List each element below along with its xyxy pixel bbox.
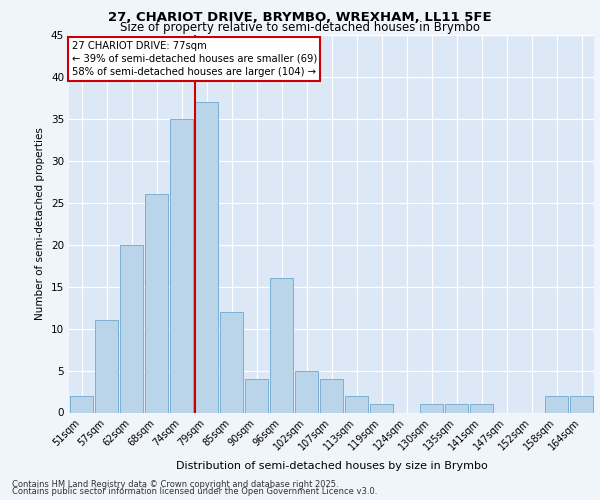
Bar [95,320,118,412]
Text: Contains HM Land Registry data © Crown copyright and database right 2025.: Contains HM Land Registry data © Crown c… [12,480,338,489]
Text: 27 CHARIOT DRIVE: 77sqm
← 39% of semi-detached houses are smaller (69)
58% of se: 27 CHARIOT DRIVE: 77sqm ← 39% of semi-de… [71,40,317,77]
Bar [170,119,193,412]
Text: Contains public sector information licensed under the Open Government Licence v3: Contains public sector information licen… [12,487,377,496]
Bar [70,396,93,412]
Bar [245,379,268,412]
Bar [370,404,393,412]
X-axis label: Distribution of semi-detached houses by size in Brymbo: Distribution of semi-detached houses by … [176,460,487,470]
Bar [145,194,168,412]
Bar [320,379,343,412]
Bar [195,102,218,412]
Bar [545,396,568,412]
Bar [270,278,293,412]
Bar [420,404,443,412]
Bar [470,404,493,412]
Y-axis label: Number of semi-detached properties: Number of semi-detached properties [35,128,46,320]
Bar [295,370,318,412]
Bar [220,312,243,412]
Text: Size of property relative to semi-detached houses in Brymbo: Size of property relative to semi-detach… [120,22,480,35]
Bar [345,396,368,412]
Bar [570,396,593,412]
Bar [120,244,143,412]
Bar [445,404,468,412]
Text: 27, CHARIOT DRIVE, BRYMBO, WREXHAM, LL11 5FE: 27, CHARIOT DRIVE, BRYMBO, WREXHAM, LL11… [108,11,492,24]
